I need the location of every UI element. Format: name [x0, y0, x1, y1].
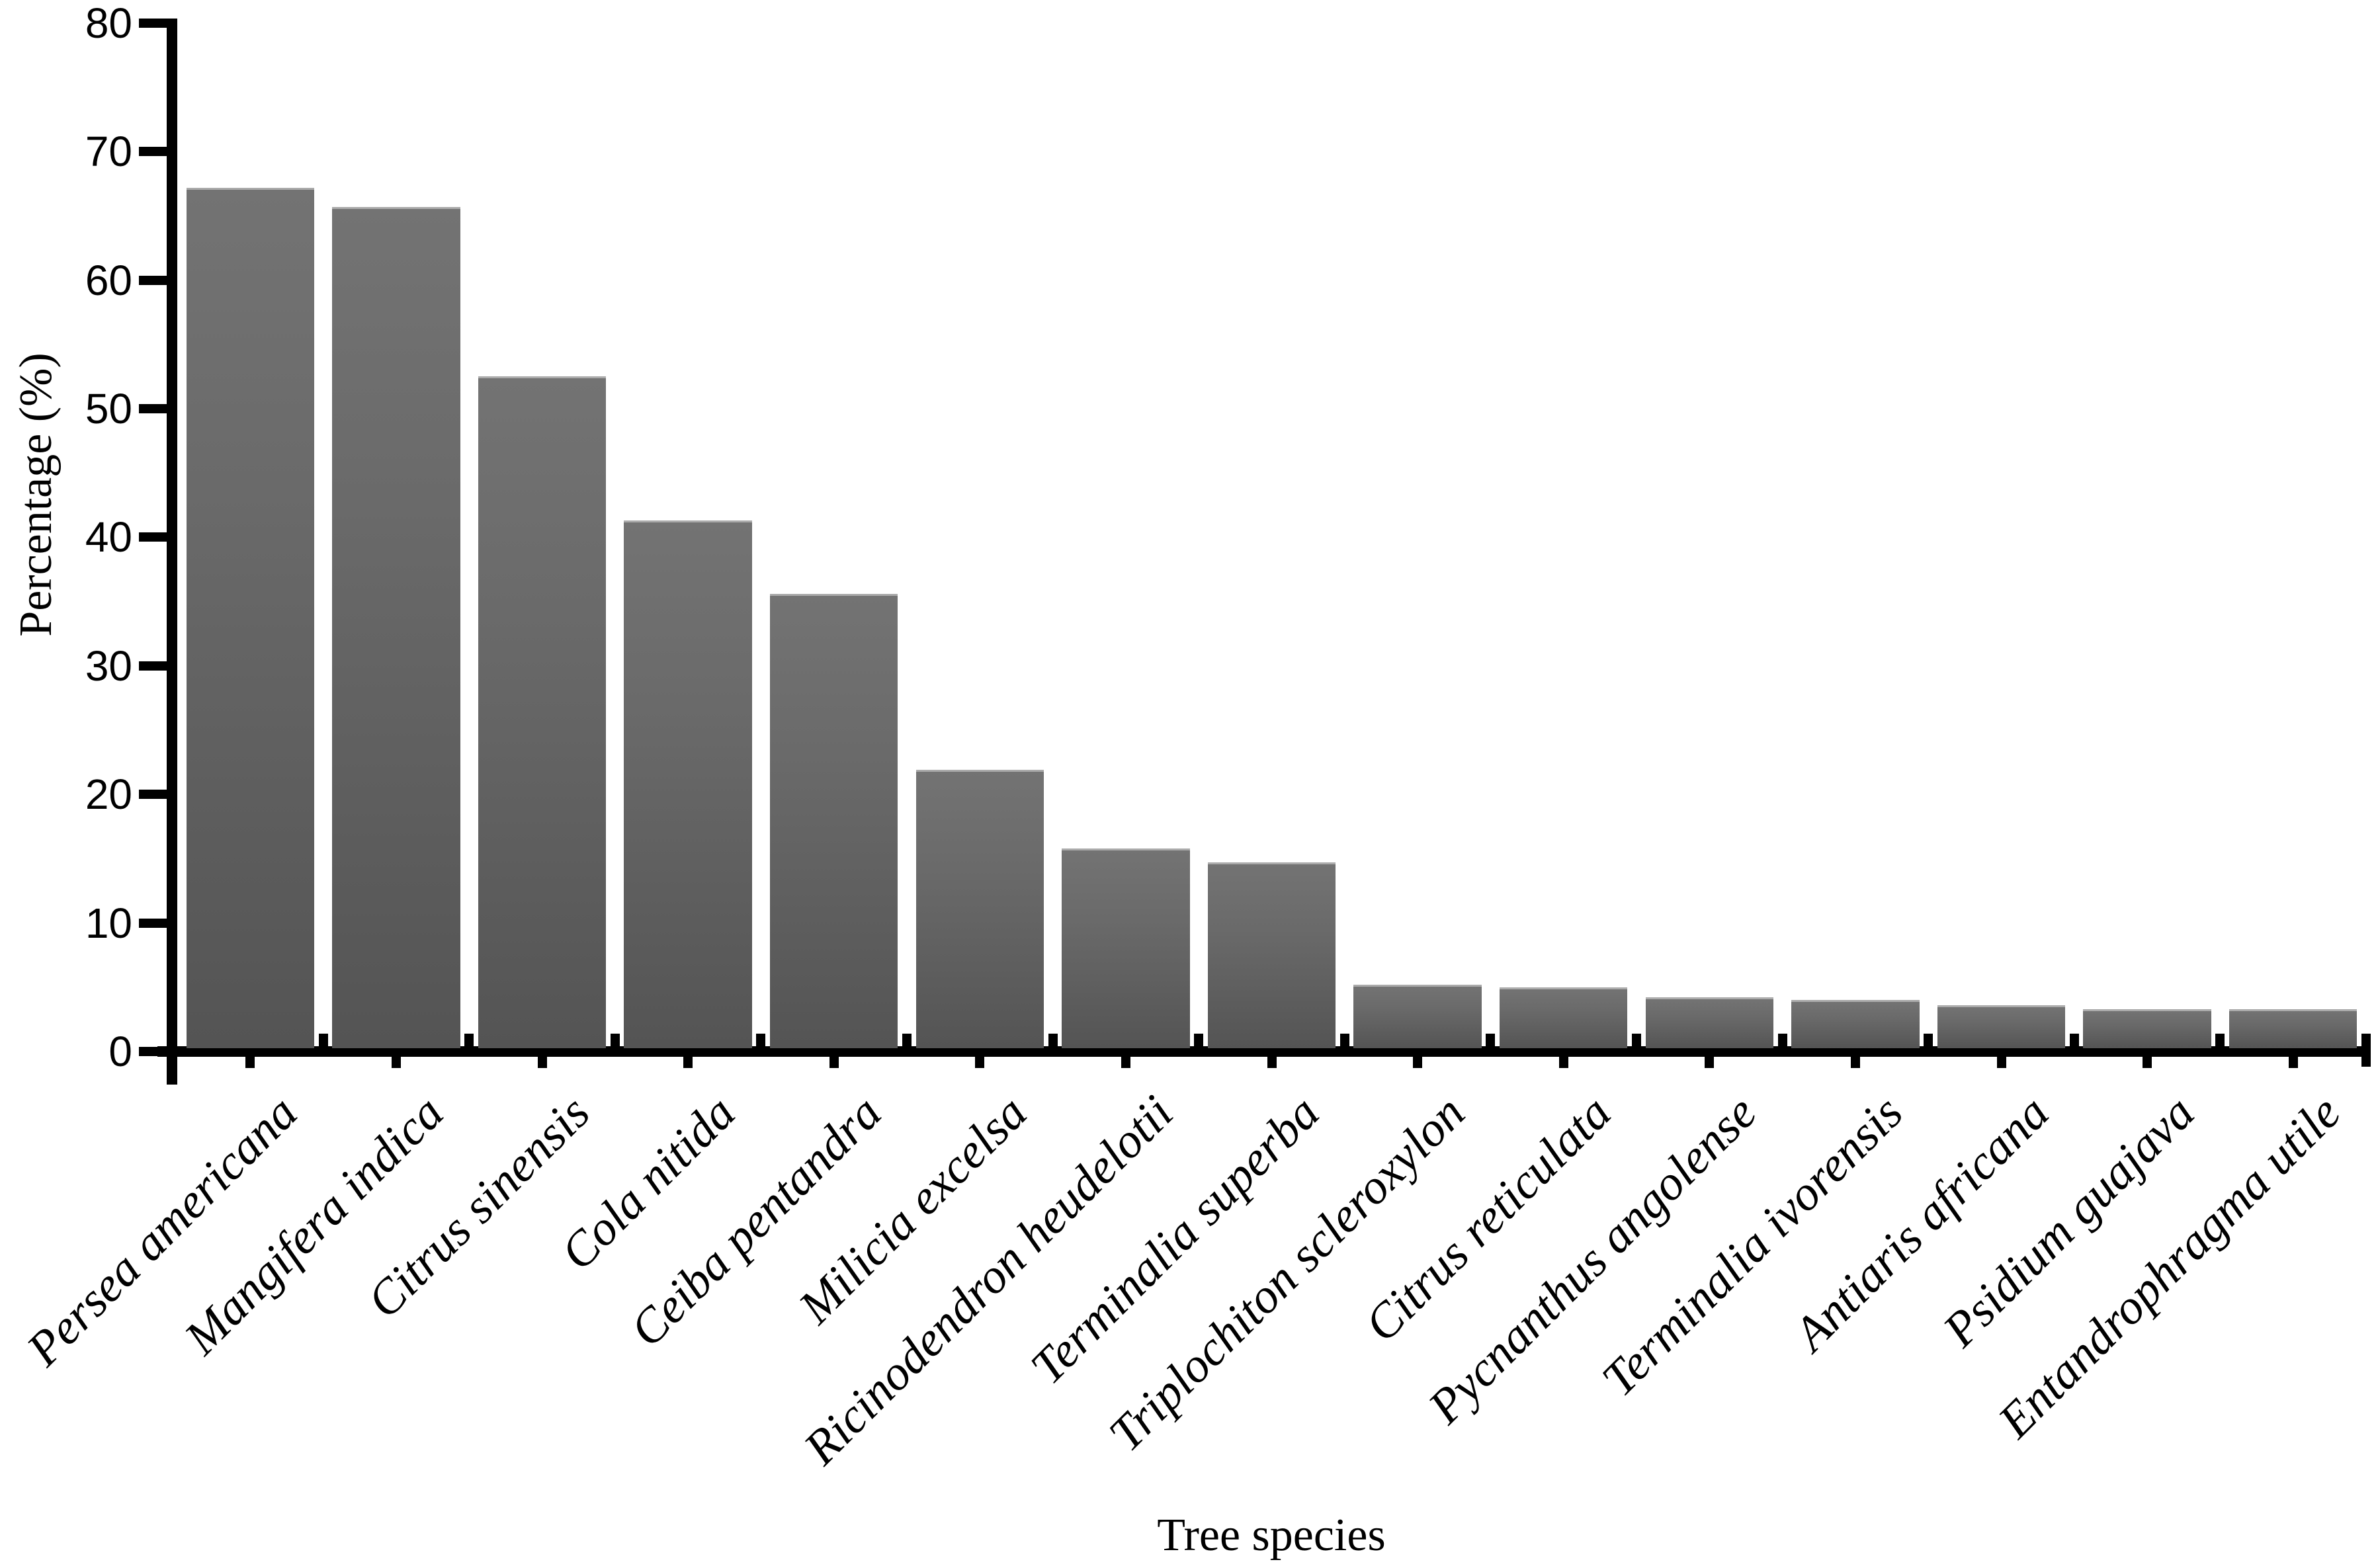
y-axis-tick — [139, 532, 167, 542]
y-tick-label: 10 — [85, 899, 132, 947]
y-axis-tick — [139, 18, 167, 28]
x-axis-boundary-tick — [1339, 1034, 1349, 1047]
y-axis-tick — [139, 1047, 167, 1056]
x-axis-boundary-tick — [464, 1034, 474, 1047]
y-axis-tick — [139, 147, 167, 157]
x-axis-boundary-tick — [1486, 1034, 1496, 1047]
y-axis-line — [167, 19, 177, 1085]
x-axis-tick — [829, 1055, 839, 1068]
x-axis-boundary-tick — [1777, 1034, 1787, 1047]
x-axis-tick — [683, 1055, 693, 1068]
bar — [1937, 1005, 2066, 1048]
bar — [1353, 984, 1482, 1048]
x-axis-tick — [1121, 1055, 1130, 1068]
bar — [2083, 1009, 2211, 1048]
bar — [624, 520, 752, 1048]
y-tick-label: 70 — [85, 128, 132, 176]
bar — [2229, 1009, 2357, 1048]
x-axis-tick — [537, 1055, 547, 1068]
x-axis-tick — [1996, 1055, 2006, 1068]
x-axis-line — [157, 1046, 2370, 1057]
bar — [769, 593, 898, 1048]
x-axis-title: Tree species — [1157, 1510, 1386, 1561]
x-axis-boundary-tick — [756, 1034, 766, 1047]
y-tick-label: 80 — [85, 0, 132, 47]
x-axis-tick — [2143, 1055, 2152, 1068]
y-axis-tick — [139, 790, 167, 800]
y-tick-label: 30 — [85, 641, 132, 690]
x-axis-boundary-tick — [1194, 1034, 1204, 1047]
bar — [186, 187, 315, 1048]
x-axis-boundary-tick — [2215, 1034, 2225, 1047]
x-axis-tick — [2288, 1055, 2298, 1068]
x-axis-boundary-tick — [318, 1034, 328, 1047]
x-axis-tick — [1705, 1055, 1715, 1068]
x-axis-boundary-tick — [2069, 1034, 2079, 1047]
x-axis-tick — [1850, 1055, 1860, 1068]
x-axis-tick — [1413, 1055, 1423, 1068]
y-tick-label: 20 — [85, 770, 132, 819]
x-axis-boundary-tick — [610, 1034, 620, 1047]
x-axis-boundary-tick — [1924, 1034, 1933, 1047]
y-axis-tick — [139, 275, 167, 285]
bar — [1791, 1000, 1920, 1048]
bar — [332, 206, 460, 1048]
x-axis-end-tick — [2361, 1034, 2371, 1067]
bar — [478, 376, 607, 1048]
bar — [1207, 862, 1336, 1048]
bar — [1645, 997, 1774, 1048]
x-axis-tick — [391, 1055, 401, 1068]
y-axis-tick — [139, 918, 167, 928]
y-axis-tick — [139, 661, 167, 671]
y-tick-label: 0 — [108, 1028, 132, 1075]
y-axis-tick — [139, 404, 167, 413]
x-axis-boundary-tick — [1632, 1034, 1641, 1047]
x-axis-tick — [975, 1055, 985, 1068]
y-tick-label: 50 — [85, 385, 132, 433]
x-axis-tick — [1267, 1055, 1277, 1068]
x-axis-tick — [245, 1055, 255, 1068]
bar — [915, 770, 1044, 1048]
y-tick-label: 40 — [85, 513, 132, 561]
x-axis-boundary-tick — [1048, 1034, 1058, 1047]
bar — [1062, 848, 1190, 1048]
x-axis-tick — [1558, 1055, 1568, 1068]
x-axis-boundary-tick — [902, 1034, 912, 1047]
y-tick-label: 60 — [85, 256, 132, 304]
bar — [1499, 987, 1628, 1048]
